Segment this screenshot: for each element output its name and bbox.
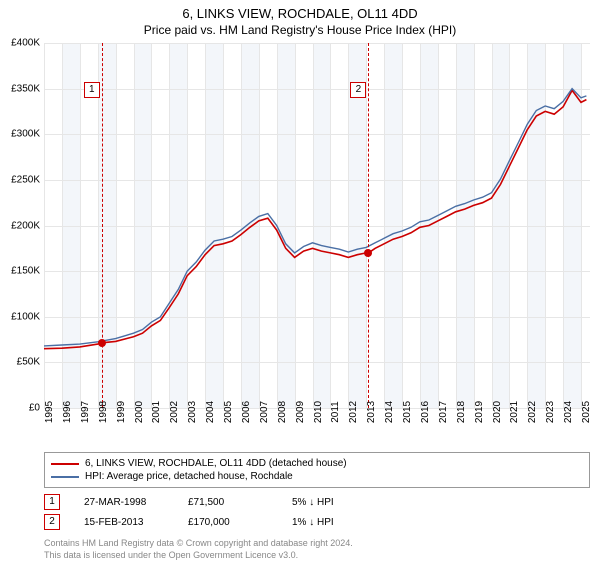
x-tick-label: 2000 (134, 401, 145, 423)
x-tick-label: 2024 (563, 401, 574, 423)
chart-subtitle: Price paid vs. HM Land Registry's House … (0, 21, 600, 43)
x-tick-label: 1995 (44, 401, 55, 423)
transaction-row: 2 15-FEB-2013 £170,000 1% ↓ HPI (44, 512, 590, 532)
transaction-row: 1 27-MAR-1998 £71,500 5% ↓ HPI (44, 492, 590, 512)
transaction-date: 27-MAR-1998 (84, 497, 164, 508)
transaction-marker: 1 (44, 494, 60, 510)
y-tick-label: £0 (0, 403, 40, 414)
y-tick-label: £250K (0, 174, 40, 185)
transaction-date: 15-FEB-2013 (84, 517, 164, 528)
x-tick-label: 2013 (366, 401, 377, 423)
legend-swatch (51, 476, 79, 478)
legend-label: 6, LINKS VIEW, ROCHDALE, OL11 4DD (detac… (85, 458, 347, 469)
plot-surface: 12 (44, 43, 590, 408)
x-tick-label: 2004 (205, 401, 216, 423)
y-axis: £0£50K£100K£150K£200K£250K£300K£350K£400… (0, 43, 40, 408)
y-tick-label: £300K (0, 129, 40, 140)
series-line (44, 89, 586, 346)
x-tick-label: 2019 (474, 401, 485, 423)
chart-plot-area: £0£50K£100K£150K£200K£250K£300K£350K£400… (44, 43, 590, 408)
transaction-delta: 5% ↓ HPI (292, 497, 372, 508)
series-line (44, 90, 586, 348)
x-tick-label: 2006 (241, 401, 252, 423)
transaction-price: £71,500 (188, 497, 268, 508)
footer-line-1: Contains HM Land Registry data © Crown c… (44, 538, 590, 550)
transaction-delta: 1% ↓ HPI (292, 517, 372, 528)
x-tick-label: 2016 (420, 401, 431, 423)
x-tick-label: 2022 (527, 401, 538, 423)
x-tick-label: 2007 (259, 401, 270, 423)
marker-dot (98, 339, 106, 347)
x-tick-label: 2005 (223, 401, 234, 423)
line-svg (44, 43, 590, 408)
x-tick-label: 1998 (98, 401, 109, 423)
transaction-marker: 2 (44, 514, 60, 530)
x-tick-label: 2014 (384, 401, 395, 423)
y-tick-label: £400K (0, 38, 40, 49)
x-tick-label: 2002 (169, 401, 180, 423)
chart-title: 6, LINKS VIEW, ROCHDALE, OL11 4DD (0, 0, 600, 21)
footer-line-2: This data is licensed under the Open Gov… (44, 550, 590, 561)
marker-box: 2 (350, 82, 366, 98)
legend-label: HPI: Average price, detached house, Roch… (85, 471, 293, 482)
transaction-price: £170,000 (188, 517, 268, 528)
footer: Contains HM Land Registry data © Crown c… (44, 538, 590, 561)
x-tick-label: 2015 (402, 401, 413, 423)
x-axis: 1995199619971998199920002001200220032004… (44, 408, 590, 444)
x-tick-label: 2010 (313, 401, 324, 423)
legend-item: 6, LINKS VIEW, ROCHDALE, OL11 4DD (detac… (51, 457, 583, 470)
legend: 6, LINKS VIEW, ROCHDALE, OL11 4DD (detac… (44, 452, 590, 488)
x-tick-label: 2020 (492, 401, 503, 423)
x-tick-label: 2018 (456, 401, 467, 423)
marker-box: 1 (84, 82, 100, 98)
legend-item: HPI: Average price, detached house, Roch… (51, 470, 583, 483)
y-tick-label: £350K (0, 83, 40, 94)
x-tick-label: 2025 (581, 401, 592, 423)
x-tick-label: 2003 (187, 401, 198, 423)
y-tick-label: £200K (0, 220, 40, 231)
x-tick-label: 2023 (545, 401, 556, 423)
x-tick-label: 2021 (509, 401, 520, 423)
x-tick-label: 2017 (438, 401, 449, 423)
x-tick-label: 1997 (80, 401, 91, 423)
x-tick-label: 2012 (348, 401, 359, 423)
x-tick-label: 2011 (330, 401, 341, 423)
transactions-table: 1 27-MAR-1998 £71,500 5% ↓ HPI 2 15-FEB-2013 £… (44, 492, 590, 532)
x-tick-label: 1996 (62, 401, 73, 423)
y-tick-label: £150K (0, 266, 40, 277)
y-tick-label: £100K (0, 311, 40, 322)
y-tick-label: £50K (0, 357, 40, 368)
x-tick-label: 2009 (295, 401, 306, 423)
x-tick-label: 2008 (277, 401, 288, 423)
legend-swatch (51, 463, 79, 465)
marker-dot (364, 249, 372, 257)
x-tick-label: 2001 (151, 401, 162, 423)
x-tick-label: 1999 (116, 401, 127, 423)
